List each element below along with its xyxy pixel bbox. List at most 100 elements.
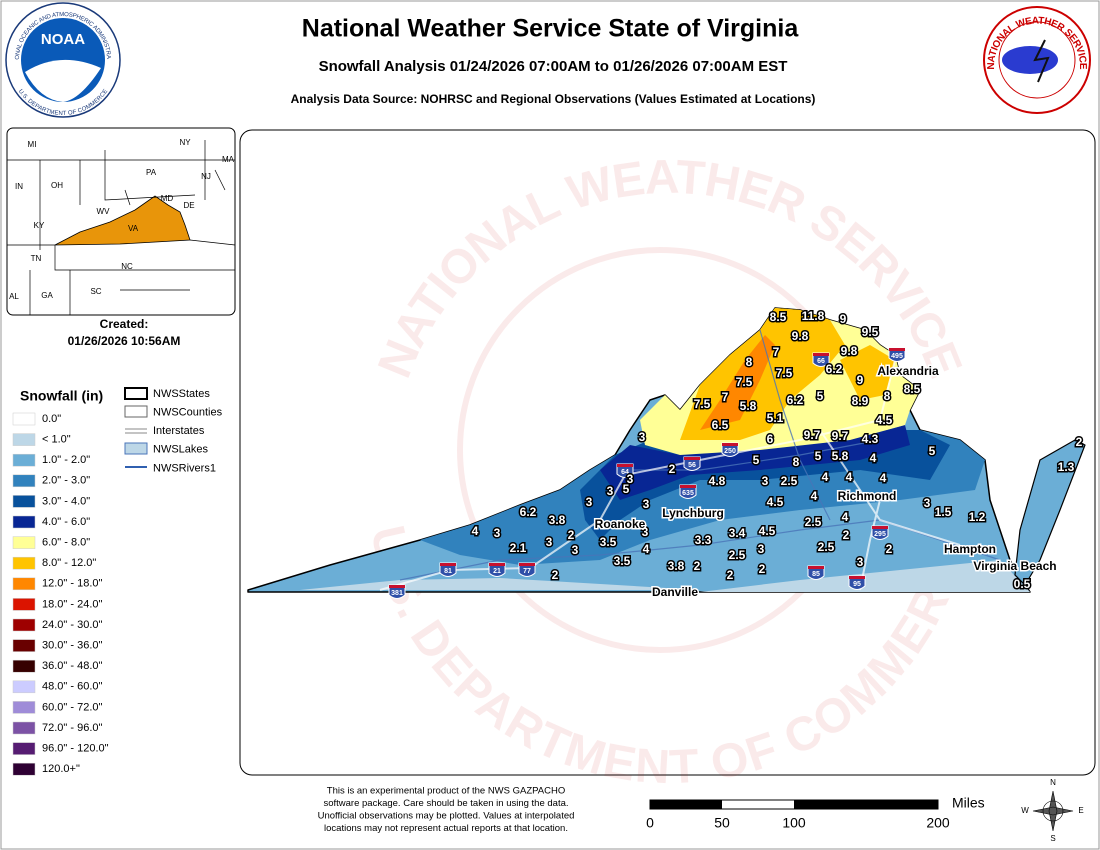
snowfall-value: 1.2: [969, 510, 986, 524]
snowfall-value: 3: [642, 525, 649, 539]
snowfall-value: 2.5: [805, 515, 822, 529]
legend-label: 8.0" - 12.0": [42, 557, 96, 569]
scale-label: 50: [714, 815, 730, 831]
inset-state: NY: [179, 138, 191, 147]
inset-state: OH: [51, 181, 63, 190]
legend-swatch: [12, 536, 36, 549]
scale-segment: [794, 800, 938, 809]
highway-shield-top: [813, 353, 829, 356]
snowfall-value: 4: [870, 451, 877, 465]
highway-number: 295: [874, 531, 886, 538]
snowfall-value: 9: [840, 312, 847, 326]
legend-swatch: [12, 556, 36, 570]
inset-state: TN: [31, 254, 42, 263]
highway-shield: [848, 575, 866, 590]
highway-shield-top: [680, 485, 696, 488]
snowfall-value: 4: [842, 510, 849, 524]
layer-label: NWSLakes: [153, 444, 209, 456]
legend-swatch: [12, 742, 36, 755]
snowfall-value: 7.5: [694, 397, 711, 411]
created-label: Created:: [100, 317, 149, 331]
snowfall-value: 9.7: [832, 429, 849, 443]
scale-label: 100: [782, 815, 806, 831]
highway-number: 495: [891, 353, 903, 360]
inset-state: IN: [15, 182, 23, 191]
layer-label: NWSRivers1: [153, 462, 216, 474]
inset-state: MD: [161, 194, 174, 203]
snowfall-value: 4: [880, 471, 887, 485]
snowfall-value: 3: [857, 555, 864, 569]
legend-swatch: [12, 639, 36, 652]
inset-state: WV: [97, 207, 111, 216]
snowfall-value: 8.9: [852, 394, 869, 408]
highway-shield: [721, 442, 739, 457]
legend-swatch: [12, 721, 36, 735]
snowfall-value: 3: [586, 495, 593, 509]
snowfall-value: 4: [643, 542, 650, 556]
subtitle: Snowfall Analysis 01/24/2026 07:00AM to …: [319, 58, 788, 75]
legend-swatch: [12, 412, 36, 426]
snowfall-value: 0.5: [1014, 577, 1031, 591]
disclaimer-line: Unofficial observations may be plotted. …: [318, 811, 575, 822]
scale-label: 200: [926, 815, 950, 831]
snowfall-value: 3: [758, 542, 765, 556]
highway-number: 64: [621, 469, 629, 476]
layer-label: NWSStates: [153, 388, 210, 400]
snowfall-value: 6: [767, 432, 774, 446]
nws-logo: NATIONAL WEATHER SERVICE: [983, 6, 1091, 114]
compass-rose: [1032, 790, 1074, 832]
highway-shield-top: [872, 526, 888, 529]
legend-title: Snowfall (in): [20, 388, 103, 404]
city-label: Danville: [652, 585, 698, 599]
snowfall-value: 7.5: [776, 366, 793, 380]
compass-letter: N: [1050, 778, 1056, 787]
snowfall-value: 3: [607, 484, 614, 498]
layer-icon: [125, 428, 147, 434]
snowfall-value: 2: [759, 562, 766, 576]
inset-state: AL: [9, 292, 19, 301]
highway-shield: [888, 347, 906, 362]
snowfall-value: 3: [762, 474, 769, 488]
highway-number: 66: [817, 358, 825, 365]
inset-state: NC: [121, 262, 133, 271]
legend-swatch: [12, 474, 36, 488]
snowfall-value: 2: [727, 568, 734, 582]
snowfall-value: 9.5: [862, 325, 879, 339]
layer-label: NWSCounties: [153, 407, 223, 419]
legend-label: < 1.0": [42, 434, 71, 446]
scale-label: 0: [646, 815, 654, 831]
legend-label: 60.0" - 72.0": [42, 701, 102, 713]
inset-state: SC: [90, 287, 101, 296]
snowfall-value: 6.2: [826, 362, 843, 376]
scale-segment: [650, 800, 722, 809]
legend-swatch: [12, 495, 36, 508]
compass-ring: [1042, 800, 1064, 822]
inset-state: MI: [28, 140, 37, 149]
snowfall-value: 8.5: [770, 310, 787, 324]
compass-letter: S: [1050, 834, 1055, 843]
snowfall-value: 7.5: [736, 375, 753, 389]
snowfall-value: 3: [627, 472, 634, 486]
snowfall-value: 3.5: [614, 554, 631, 568]
snowfall-value: 5: [817, 389, 824, 403]
legend-label: 6.0" - 8.0": [42, 537, 90, 549]
snowfall-value: 1.5: [935, 505, 952, 519]
legend-swatch: [12, 433, 36, 446]
highway-shield: [439, 562, 457, 577]
snowfall-value: 5.1: [767, 411, 784, 425]
layer-icon: [124, 405, 148, 418]
legend-swatch: [12, 598, 36, 611]
legend-label: 4.0" - 6.0": [42, 516, 90, 528]
legend-label: 120.0+": [42, 763, 80, 775]
snowfall-value: 2: [552, 568, 559, 582]
legend-label: 12.0" - 18.0": [42, 578, 102, 590]
snowfall-value: 9: [857, 373, 864, 387]
legend-label: 48.0" - 60.0": [42, 681, 102, 693]
snowfall-value: 4: [811, 489, 818, 503]
snowfall-value: 5: [815, 449, 822, 463]
snowfall-value: 3.3: [695, 533, 712, 547]
legend-label: 72.0" - 96.0": [42, 722, 102, 734]
created-datetime: 01/26/2026 10:56AM: [68, 334, 181, 348]
snowfall-value: 3: [643, 497, 650, 511]
